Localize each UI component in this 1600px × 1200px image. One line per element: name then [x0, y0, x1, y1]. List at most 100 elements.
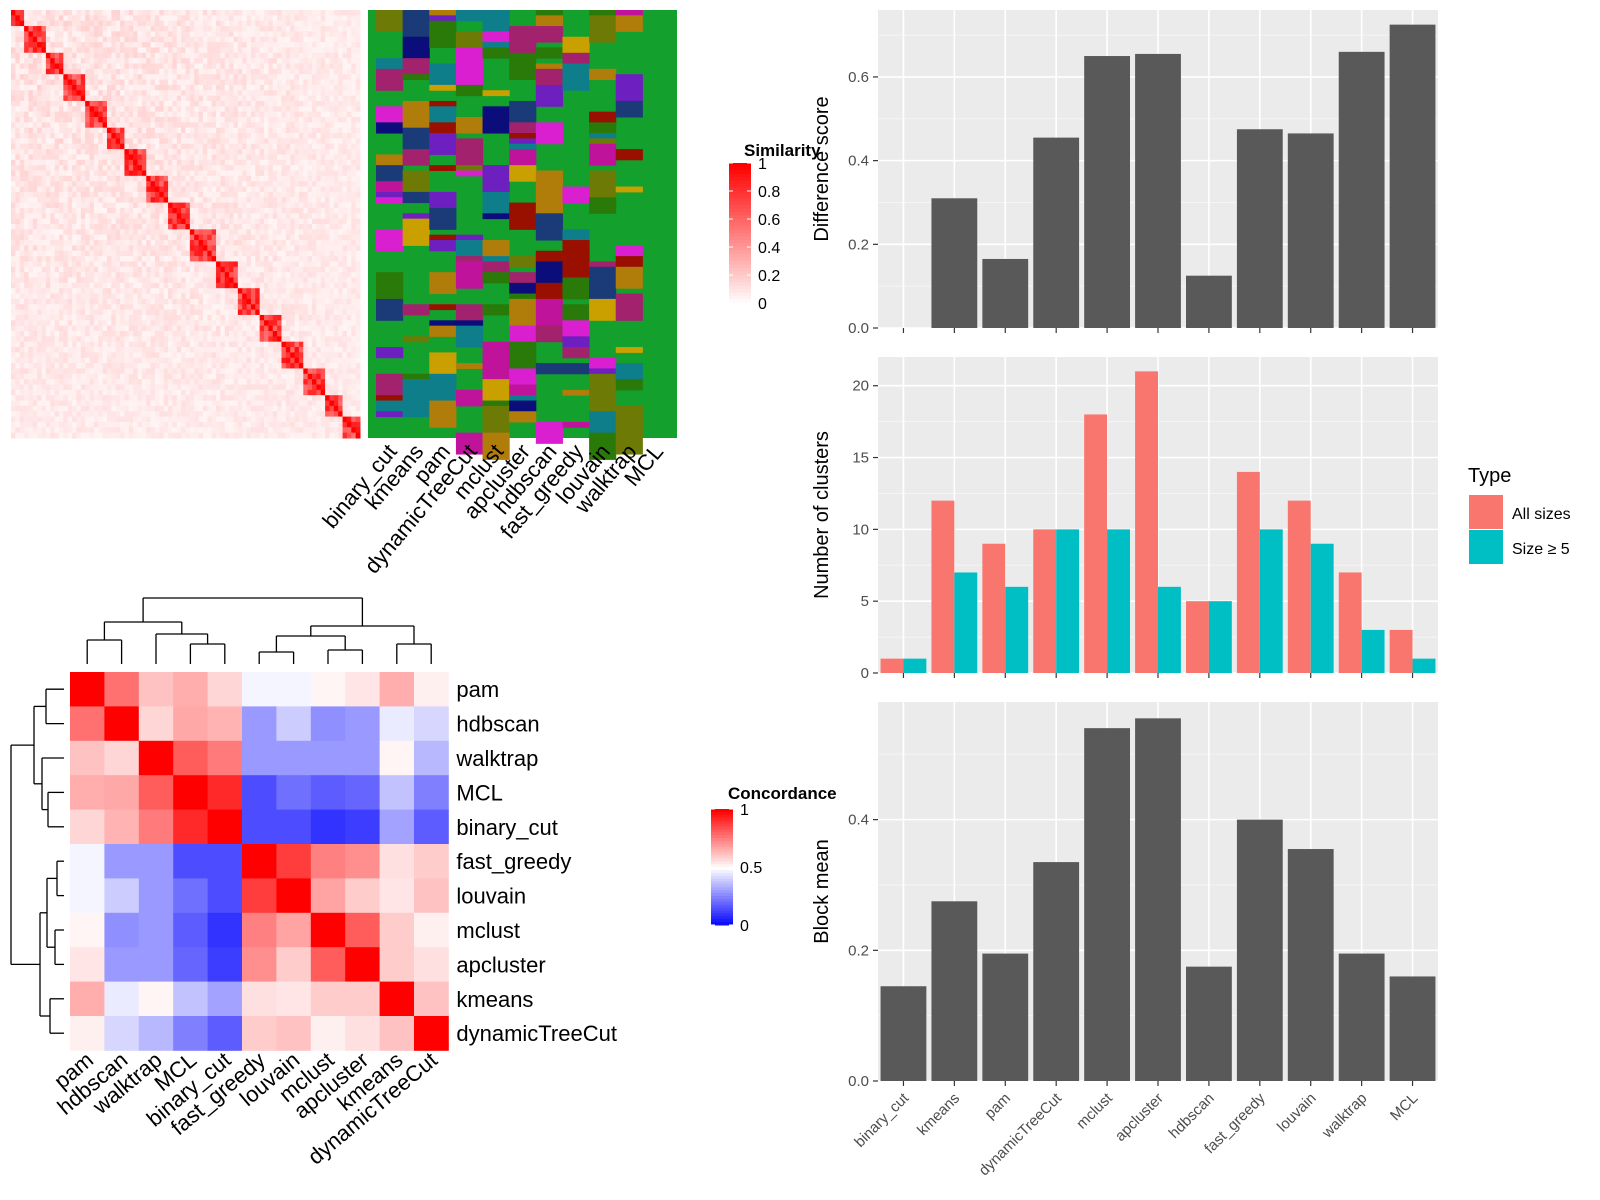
similarity-cell [67, 314, 73, 321]
similarity-cell [58, 138, 64, 145]
similarity-cell [333, 309, 339, 316]
similarity-cell [150, 154, 156, 161]
similarity-cell [338, 36, 344, 43]
similarity-cell [198, 272, 204, 278]
similarity-cell [202, 58, 208, 64]
similarity-cell [76, 90, 82, 97]
similarity-cell [150, 341, 156, 348]
similarity-cell [146, 304, 152, 311]
similarity-cell [111, 250, 117, 257]
similarity-cell [102, 36, 108, 43]
similarity-cell [325, 106, 330, 113]
similarity-cell [233, 207, 239, 214]
similarity-cell [237, 133, 243, 139]
similarity-cell [63, 42, 69, 48]
similarity-cell [133, 95, 139, 102]
similarity-cell [89, 309, 95, 316]
similarity-cell [237, 314, 243, 321]
similarity-cell [259, 325, 265, 332]
similarity-cell [163, 314, 169, 321]
similarity-cell [115, 117, 121, 123]
similarity-cell [163, 117, 169, 123]
similarity-cell [202, 127, 208, 134]
similarity-cell [181, 100, 186, 107]
similarity-cell [54, 245, 60, 252]
similarity-cell [207, 79, 213, 86]
similarity-cell [198, 117, 204, 123]
similarity-cell [312, 138, 317, 145]
similarity-cell [172, 74, 178, 81]
similarity-cell [102, 186, 108, 193]
similarity-cell [85, 20, 91, 27]
similarity-cell [329, 256, 335, 262]
similarity-cell [172, 95, 178, 102]
similarity-cell [355, 149, 361, 155]
similarity-cell [246, 138, 252, 145]
similarity-cell [50, 282, 56, 289]
similarity-cell [312, 298, 317, 305]
similarity-cell [163, 143, 169, 150]
similarity-cell [98, 154, 104, 161]
similarity-cell [146, 154, 152, 161]
similarity-cell [220, 84, 226, 91]
similarity-cell [98, 31, 104, 38]
similarity-cell [320, 202, 326, 209]
similarity-cell [272, 229, 278, 236]
similarity-cell [80, 117, 86, 123]
similarity-cell [89, 331, 95, 337]
similarity-cell [93, 20, 99, 27]
similarity-cell [351, 149, 357, 155]
similarity-cell [133, 133, 139, 139]
similarity-cell [307, 229, 313, 236]
similarity-cell [346, 47, 352, 54]
similarity-cell [24, 304, 29, 311]
similarity-cell [154, 154, 160, 161]
similarity-cell [342, 298, 348, 305]
similarity-cell [224, 117, 230, 123]
similarity-cell [124, 218, 130, 225]
similarity-cell [255, 320, 261, 327]
similarity-cell [120, 261, 125, 268]
similarity-cell [259, 79, 265, 86]
similarity-cell [58, 314, 64, 321]
similarity-cell [194, 191, 200, 198]
similarity-cell [98, 250, 104, 257]
similarity-cell [32, 165, 38, 171]
similarity-cell [67, 240, 73, 246]
similarity-cell [181, 58, 186, 64]
similarity-cell [281, 31, 287, 38]
similarity-cell [168, 74, 173, 81]
similarity-cell [316, 175, 322, 182]
similarity-cell [194, 100, 200, 107]
similarity-cell [137, 202, 143, 209]
similarity-cell [198, 282, 204, 289]
similarity-cell [281, 298, 287, 305]
similarity-cell [168, 256, 173, 262]
similarity-cell [185, 79, 191, 86]
similarity-cell [316, 47, 322, 54]
similarity-cell [320, 84, 326, 91]
similarity-cell [93, 288, 99, 295]
similarity-cell [237, 117, 243, 123]
similarity-cell [246, 207, 252, 214]
similarity-cell [172, 143, 178, 150]
similarity-cell [168, 68, 173, 75]
similarity-cell [259, 175, 265, 182]
similarity-cell [242, 336, 248, 343]
similarity-cell [115, 197, 121, 204]
similarity-cell [24, 47, 29, 54]
similarity-cell [85, 90, 91, 97]
similarity-cell [58, 181, 64, 188]
similarity-cell [224, 288, 230, 295]
similarity-cell [242, 127, 248, 134]
similarity-cell [133, 127, 139, 134]
similarity-cell [185, 15, 191, 22]
similarity-cell [72, 26, 77, 32]
similarity-cell [168, 266, 173, 273]
similarity-cell [115, 159, 121, 166]
similarity-cell [141, 309, 147, 316]
similarity-cell [11, 47, 16, 54]
similarity-cell [325, 229, 330, 236]
similarity-cell [298, 149, 304, 155]
similarity-cell [150, 234, 156, 241]
